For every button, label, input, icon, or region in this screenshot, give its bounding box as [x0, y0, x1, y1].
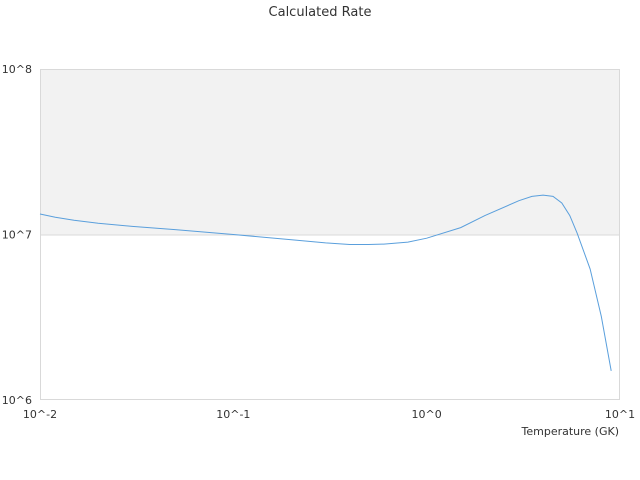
series-line: [39, 194, 612, 371]
x-tick-label: 10^0: [412, 408, 442, 421]
plot-band-upper: [40, 69, 620, 235]
chart-title: Calculated Rate: [269, 5, 372, 20]
x-tick-label: 10^-1: [216, 408, 250, 421]
y-tick-label: 10^7: [2, 229, 32, 242]
x-tick-label: 10^-2: [23, 408, 57, 421]
y-tick-labels: 10^6 10^7 10^8: [2, 63, 32, 407]
y-tick-label: 10^8: [2, 63, 32, 76]
x-axis-title: Temperature (GK): [521, 425, 620, 438]
x-tick-labels: 10^-2 10^-1 10^0 10^1: [23, 408, 635, 421]
y-tick-label: 10^6: [2, 394, 32, 407]
x-tick-label: 10^1: [605, 408, 635, 421]
